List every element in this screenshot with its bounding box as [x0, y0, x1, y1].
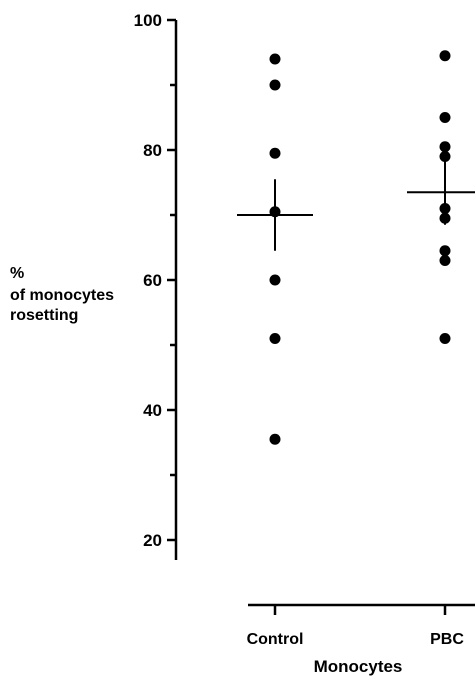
data-point: [439, 245, 451, 257]
data-point: [269, 274, 281, 286]
y-tick-label: 60: [143, 271, 162, 290]
x-category-label: Control: [247, 631, 304, 648]
data-point: [269, 433, 281, 445]
y-tick-label: 40: [143, 401, 162, 420]
y-tick-label: 20: [143, 531, 162, 550]
data-point: [269, 53, 281, 65]
y-tick-label: 100: [134, 11, 162, 30]
data-point: [439, 151, 451, 162]
data-point: [439, 50, 451, 62]
data-point: [439, 141, 451, 153]
y-tick-label: 80: [143, 141, 162, 160]
data-point: [439, 333, 451, 344]
data-point: [269, 333, 281, 344]
y-axis: 20 40 60 80 100: [134, 11, 178, 560]
x-category-label: PBC: [430, 631, 464, 648]
y-axis-title-line-1: %: [10, 265, 24, 282]
y-axis-title-line-3: rosetting: [10, 307, 78, 324]
data-point: [439, 112, 451, 123]
mean-markers: [237, 159, 475, 251]
x-axis: Control PBC: [247, 603, 475, 648]
x-axis-title: Monocytes: [314, 657, 403, 676]
y-axis-title-line-2: of monocytes: [10, 287, 114, 304]
data-point: [439, 255, 451, 266]
data-points: [269, 50, 451, 445]
data-point: [269, 147, 281, 159]
y-axis-title: % of monocytes rosetting: [10, 265, 114, 324]
data-point: [269, 79, 281, 91]
